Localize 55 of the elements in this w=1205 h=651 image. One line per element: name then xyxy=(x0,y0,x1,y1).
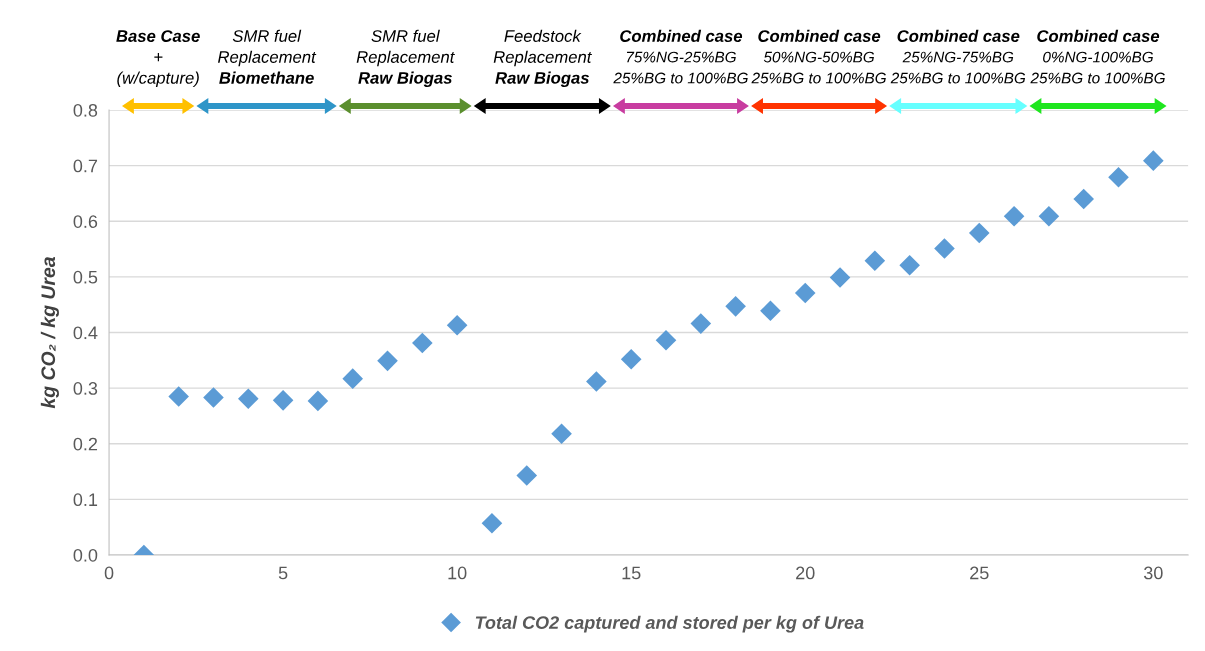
point xyxy=(1003,205,1025,227)
y-tick-label: 0.7 xyxy=(73,159,98,173)
point xyxy=(899,254,920,276)
text: Feedstock Replacement Raw Biogas xyxy=(493,29,592,88)
text: Combined case 50%NG-50%BG 25%BG to 100%BG xyxy=(751,29,886,84)
y-tick-label: 0.0 xyxy=(73,548,98,562)
point xyxy=(168,386,189,407)
text: SMR fuel Replacement Biomethane xyxy=(218,29,317,84)
text: Combined case 0%NG-100%BG 25%BG to 100%BG xyxy=(1030,29,1165,84)
point xyxy=(794,282,816,304)
point xyxy=(1108,167,1129,188)
x-tick-label: 10 xyxy=(448,566,467,580)
x-tick-label: 0 xyxy=(104,566,114,580)
text: Combined case 25%NG-75%BG 25%BG to 100%BG xyxy=(890,29,1026,84)
point xyxy=(342,368,364,389)
y-axis-title: kg CO₂ / kg Urea xyxy=(40,256,59,409)
text: Combined case 75%NG-25%BG 25%BG to 100%BG xyxy=(613,29,748,84)
point xyxy=(307,390,329,412)
y-tick-label: 0.8 xyxy=(73,103,98,117)
point xyxy=(481,512,503,534)
x-tick-label: 15 xyxy=(622,566,641,580)
point xyxy=(237,388,259,409)
y-tick-label: 0.6 xyxy=(73,215,98,228)
point xyxy=(655,329,677,351)
x-tick-label: 25 xyxy=(970,566,989,580)
point xyxy=(586,371,607,392)
x-tick-label: 20 xyxy=(796,566,815,580)
point xyxy=(1143,150,1164,171)
point xyxy=(446,314,468,336)
point xyxy=(760,300,781,322)
y-tick-label: 0.5 xyxy=(73,270,98,284)
point xyxy=(272,390,294,411)
point xyxy=(690,313,712,334)
text: Base Case + (w/capture) xyxy=(116,30,200,88)
point xyxy=(377,350,398,372)
point xyxy=(516,465,538,486)
point xyxy=(864,250,886,272)
x-tick-label: 5 xyxy=(278,566,288,580)
point xyxy=(968,222,990,244)
x-tick-label: 30 xyxy=(1143,566,1163,580)
point xyxy=(203,387,224,408)
y-tick-label: 0.2 xyxy=(73,437,98,451)
y-tick-label: 0.1 xyxy=(73,493,98,507)
point xyxy=(829,267,851,288)
y-tick-label: 0.4 xyxy=(73,326,98,340)
point xyxy=(412,332,433,354)
point xyxy=(1073,188,1094,210)
point xyxy=(620,348,642,370)
point xyxy=(551,423,572,445)
point xyxy=(725,296,746,317)
text: SMR fuel Replacement Raw Biogas xyxy=(356,29,455,88)
point xyxy=(1038,205,1060,227)
legend-label: Total CO2 captured and stored per kg of Urea xyxy=(475,615,864,633)
point xyxy=(934,238,955,259)
y-tick-label: 0.3 xyxy=(73,382,98,395)
